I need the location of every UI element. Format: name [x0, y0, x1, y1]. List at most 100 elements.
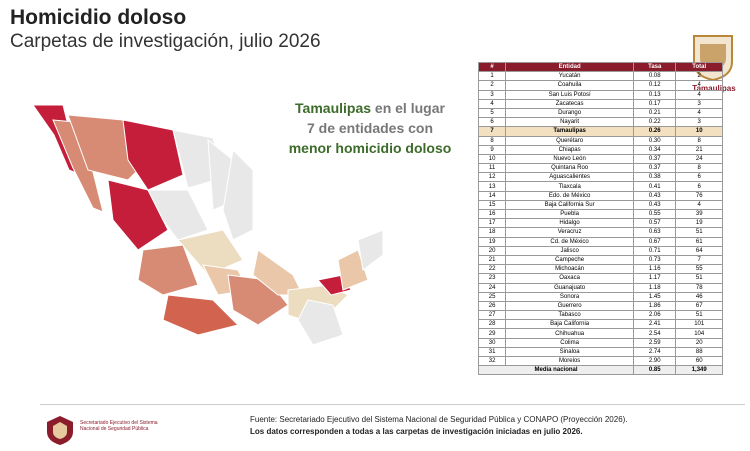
- table-cell: 61: [675, 236, 723, 247]
- table-row: 22 Michoacán 1.16 55: [477, 264, 723, 275]
- table-cell: 46: [675, 291, 723, 302]
- table-cell: 25: [477, 291, 507, 302]
- table-row: 27 Tabasco 2.06 51: [477, 310, 723, 321]
- table-cell: Sinaloa: [505, 346, 635, 358]
- table-cell: 9: [477, 144, 507, 155]
- table-cell: 11: [477, 163, 507, 174]
- table-row: 17 Hidalgo 0.57 19: [477, 218, 723, 229]
- table-row: 11 Quintana Roo 0.37 8: [477, 163, 723, 174]
- callout-text: 7 de entidades con: [306, 120, 434, 136]
- table-cell: Guerrero: [505, 300, 635, 312]
- column-header: Total: [675, 61, 723, 73]
- source-text: Fuente: Secretariado Ejecutivo del Siste…: [250, 415, 628, 424]
- table-cell: 0.37: [633, 163, 677, 174]
- table-cell: Tamaulipas: [505, 126, 635, 137]
- table-cell: 0.22: [633, 117, 677, 128]
- table-cell: 22: [477, 264, 507, 275]
- table-cell: Sonora: [505, 291, 635, 302]
- table-row: 24 Guanajuato 1.18 78: [477, 282, 723, 293]
- table-cell: Durango: [505, 107, 635, 119]
- table-cell: 2: [477, 80, 507, 91]
- table-cell: 0.34: [633, 144, 677, 155]
- table-cell: 2.74: [633, 346, 677, 358]
- subtitle: Carpetas de investigación, julio 2026: [10, 31, 321, 52]
- table-cell: 19: [675, 218, 723, 229]
- table-cell: 4: [675, 199, 723, 211]
- table-cell: 2.59: [633, 337, 677, 348]
- table-cell: 1.45: [633, 291, 677, 302]
- source-note: Los datos corresponden a todas a las car…: [250, 427, 583, 436]
- table-cell: San Luis Potosí: [505, 89, 635, 100]
- source: Fuente: Secretariado Ejecutivo del Siste…: [250, 414, 740, 438]
- ranking-table: # Entidad Tasa Total 1 Yucatán 0.08 2 2 Coahuila 0…: [477, 61, 723, 376]
- table-cell: 4: [477, 98, 507, 109]
- table-cell: 30: [477, 337, 507, 348]
- table-cell: Baja California: [505, 319, 635, 330]
- table-cell: 0.38: [633, 172, 677, 183]
- table-cell: Quintana Roo: [505, 163, 635, 174]
- table-cell: 0.30: [633, 135, 677, 146]
- table-cell: 5: [477, 107, 507, 119]
- table-cell: 3: [675, 117, 723, 128]
- table-cell: 17: [477, 218, 507, 229]
- table-cell: Baja California Sur: [505, 199, 635, 211]
- table-row: 14 Edo. de México 0.43 76: [477, 190, 723, 201]
- table-cell: Jalisco: [505, 245, 635, 256]
- table-cell: 6: [477, 117, 507, 128]
- table-cell: Tlaxcala: [505, 181, 635, 192]
- agency-name: Secretariado Ejecutivo del Sistema Nacio…: [80, 420, 158, 432]
- table-cell: 26: [477, 300, 507, 312]
- table-cell: 1.16: [633, 264, 677, 275]
- table-cell: 2.54: [633, 328, 677, 339]
- table-cell: Yucatán: [505, 71, 635, 82]
- table-cell: Aguascalientes: [505, 172, 635, 183]
- table-cell: 20: [675, 337, 723, 348]
- table-cell: 0.08: [633, 71, 677, 82]
- table-cell: 67: [675, 300, 723, 312]
- table-cell: 18: [477, 227, 507, 238]
- table-cell: 10: [675, 126, 723, 137]
- table-cell: Edo. de México: [505, 190, 635, 201]
- table-row: 2 Coahuila 0.12 4: [477, 80, 723, 91]
- table-cell: 27: [477, 310, 507, 321]
- table-row: 20 Jalisco 0.71 64: [477, 245, 723, 256]
- table-cell: 31: [477, 346, 507, 358]
- table-cell: 104: [675, 328, 723, 339]
- table-cell: 19: [477, 236, 507, 247]
- table-cell: 0.43: [633, 190, 677, 201]
- table-row: 26 Guerrero 1.86 67: [477, 300, 723, 312]
- table-row: 25 Sonora 1.45 46: [477, 291, 723, 302]
- callout: Tamaulipas en el lugar 7 de entidades co…: [270, 98, 470, 158]
- table-cell: 8: [675, 135, 723, 146]
- divider: [40, 404, 745, 405]
- table-cell: Coahuila: [505, 80, 635, 91]
- table-cell: Nayarit: [505, 117, 635, 128]
- table-row: 19 Cd. de México 0.67 61: [477, 236, 723, 247]
- table-cell: Colima: [505, 337, 635, 348]
- table-cell: Zacatecas: [505, 98, 635, 109]
- table-cell: 64: [675, 245, 723, 256]
- table-cell: 0.17: [633, 98, 677, 109]
- table-cell: 24: [477, 282, 507, 293]
- table-cell: 4: [675, 107, 723, 119]
- column-header: Entidad: [505, 61, 635, 73]
- table-cell: 0.37: [633, 153, 677, 165]
- table-cell: 2.06: [633, 310, 677, 321]
- table-cell: Nuevo León: [505, 153, 635, 165]
- table-cell: 4: [675, 80, 723, 91]
- table-cell: Cd. de México: [505, 236, 635, 247]
- table-cell: 0.67: [633, 236, 677, 247]
- table-cell: 29: [477, 328, 507, 339]
- table-cell: 0.26: [633, 126, 677, 137]
- table-row: 9 Chiapas 0.34 21: [477, 144, 723, 155]
- table-cell: 3: [477, 89, 507, 100]
- table-cell: Campeche: [505, 254, 635, 266]
- table-cell: 39: [675, 208, 723, 220]
- agency-logo: [47, 416, 73, 445]
- callout-text: menor homicidio doloso: [288, 140, 452, 156]
- table-row: 7 Tamaulipas 0.26 10: [477, 126, 723, 137]
- callout-text: en el lugar: [374, 100, 445, 116]
- table-row: 13 Tlaxcala 0.41 6: [477, 181, 723, 192]
- table-cell: 7: [477, 126, 507, 137]
